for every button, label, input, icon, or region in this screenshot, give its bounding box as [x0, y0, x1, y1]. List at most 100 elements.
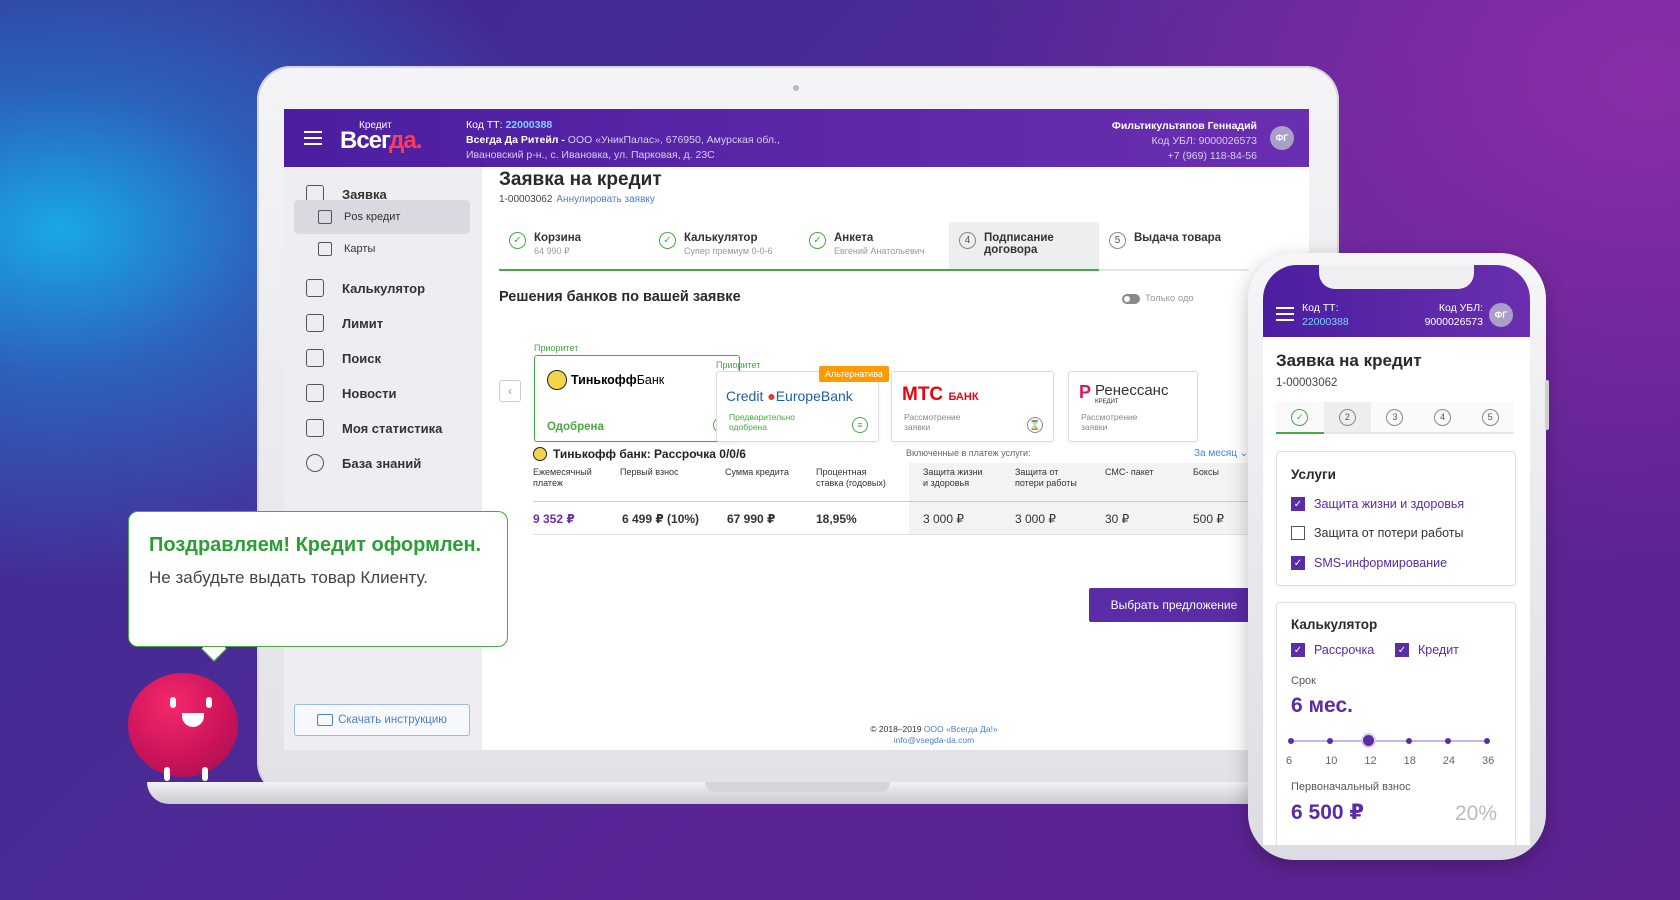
news-icon [306, 384, 324, 402]
store-address: ООО «УникПалас», 676950, Амурская обл., [567, 134, 780, 146]
slider-handle[interactable] [1361, 733, 1377, 748]
bank-logo: МТС БАНК [902, 384, 979, 405]
sidebar-item-calculator[interactable]: Калькулятор [304, 273, 480, 303]
installment-checkbox[interactable]: ✓ Рассрочка [1291, 643, 1374, 657]
check-icon: ✓ [809, 232, 826, 249]
bank-card-renaissance[interactable]: Р Ренессанс КРЕДИТ Рассмотрение заявки [1068, 371, 1198, 442]
phone-step-4[interactable]: 4 [1418, 402, 1467, 434]
sms-value: 30 ₽ [1105, 512, 1130, 526]
renaissance-logo-icon: Р [1079, 382, 1092, 402]
boxes-value: 500 ₽ [1193, 512, 1224, 526]
sidebar-item-news[interactable]: Новости [304, 378, 480, 408]
cancel-application-link[interactable]: Аннулировать заявку [556, 194, 655, 205]
calculator-icon [306, 279, 324, 297]
job-insurance-checkbox[interactable]: Защита от потери работы [1291, 526, 1464, 540]
decisions-title: Решения банков по вашей заявке [499, 289, 741, 305]
phone-step-3[interactable]: 3 [1371, 402, 1419, 434]
avatar[interactable]: ФГ [1270, 126, 1294, 150]
footer-email-link[interactable]: info@vsegda-da.com [893, 735, 975, 745]
phone-step-5[interactable]: 5 [1466, 402, 1514, 434]
services-title: Услуги [1291, 467, 1336, 482]
laptop-base [147, 782, 1387, 804]
avatar[interactable]: ФГ [1489, 303, 1513, 327]
store-name: Всегда Да Ритейл - [466, 134, 565, 146]
table-header: СМС- пакет [1105, 467, 1154, 477]
step-signing[interactable]: 4 Подписание договора [949, 222, 1099, 271]
sidebar-item-pos-credit[interactable]: Pos кредит [294, 200, 470, 234]
checkbox-checked-icon: ✓ [1395, 643, 1409, 657]
step-form[interactable]: ✓ Анкета Евгений Анатольевич [799, 222, 949, 271]
life-insurance-checkbox[interactable]: ✓ Защита жизни и здоровья [1291, 497, 1464, 511]
laptop-notch [705, 782, 890, 792]
phone-step-2[interactable]: 2 [1323, 402, 1372, 434]
bank-card-mts[interactable]: МТС БАНК Рассмотрение заявки ⌛ [891, 371, 1054, 442]
checkbox-checked-icon: ✓ [1291, 497, 1305, 511]
slider-tick-label: 36 [1482, 755, 1495, 767]
slider-dot[interactable] [1444, 738, 1451, 744]
application-number: 1-00003062 [1276, 377, 1338, 389]
down-payment-percent: 20% [1455, 802, 1498, 825]
code-label: Код ТТ: [466, 119, 503, 131]
phone-notch [1319, 265, 1474, 289]
bank-logo: Р Ренессанс КРЕДИТ [1079, 382, 1169, 405]
success-headline: Поздравляем! Кредит оформлен. [149, 534, 482, 556]
logo[interactable]: Всегда. [340, 127, 422, 154]
page-title: Заявка на кредит [499, 169, 662, 190]
footer-company-link[interactable]: ООО «Всегда Да!» [923, 724, 998, 734]
chart-icon [306, 419, 324, 437]
slider-dot[interactable] [1327, 738, 1334, 744]
slider-dot[interactable] [1405, 738, 1412, 744]
page-title: Заявка на кредит [1276, 351, 1422, 370]
download-instruction-button[interactable]: Скачать инструкцию [294, 704, 470, 736]
monthly-payment: 9 352 ₽ [533, 512, 575, 526]
phone-code: Код ТТ: 22000388 [1302, 302, 1349, 328]
user-name: Фильтикультяпов Геннадий [1111, 120, 1257, 132]
phone-screen: Код ТТ: 22000388 Код УБЛ: 9000026573 ФГ За… [1263, 265, 1530, 845]
period-select[interactable]: За месяц ⌄ [1194, 448, 1249, 459]
check-icon: ✓ [1291, 408, 1309, 426]
toggle-icon [1122, 293, 1140, 304]
services-panel: Услуги ✓ Защита жизни и здоровья Защита о… [1276, 451, 1516, 586]
pdf-icon [317, 714, 334, 726]
credit-checkbox[interactable]: ✓ Кредит [1395, 643, 1459, 657]
menu-icon[interactable] [304, 131, 322, 145]
success-text: Не забудьте выдать товар Клиенту. [149, 568, 429, 587]
sidebar-item-limit[interactable]: Лимит [304, 308, 480, 338]
step-cart[interactable]: ✓ Корзина 64 990 ₽ [499, 222, 649, 271]
chevron-left-icon[interactable]: ‹ [499, 380, 521, 402]
job-insurance-value: 3 000 ₽ [1015, 512, 1056, 526]
menu-icon[interactable] [1276, 307, 1294, 321]
sidebar-item-search[interactable]: Поиск [304, 343, 480, 373]
interest-rate: 18,95% [816, 512, 857, 526]
sidebar-item-knowledge[interactable]: База знаний [304, 448, 480, 478]
slider-dot[interactable] [1288, 738, 1294, 744]
step-delivery[interactable]: 5 Выдача товара [1099, 222, 1249, 271]
table-header: Сумма кредита [725, 467, 789, 477]
tinkoff-logo-icon [547, 370, 567, 390]
laptop-camera [793, 85, 799, 91]
user-phone: +7 (969) 118-84-56 [1167, 150, 1257, 162]
code-value: 22000388 [505, 119, 553, 131]
mascot-leg [164, 767, 170, 781]
step-calculator[interactable]: ✓ Калькулятор Супер премиум 0-0-6 [649, 222, 799, 271]
question-icon [306, 454, 324, 472]
only-approved-toggle[interactable]: Только одо [1122, 293, 1194, 304]
down-payment-label: Первоначальный взнос [1291, 781, 1411, 793]
select-offer-button[interactable]: Выбрать предложение [1089, 588, 1259, 622]
coins-icon [306, 314, 324, 332]
sms-checkbox[interactable]: ✓ SMS-информирование [1291, 556, 1447, 570]
slider-dot[interactable] [1484, 738, 1490, 744]
table-header: Защита от потери работы [1015, 467, 1077, 488]
slider-tick-label: 10 [1325, 755, 1338, 767]
phone-step-1[interactable]: ✓ [1276, 402, 1324, 434]
mascot-leg [202, 767, 208, 781]
sidebar-item-cards[interactable]: Карты [294, 232, 470, 266]
slider-track[interactable] [1291, 740, 1487, 742]
bank-logo: Тинькофф Банк [547, 370, 664, 390]
sidebar-item-statistics[interactable]: Моя статистика [304, 413, 480, 443]
checkbox-checked-icon: ✓ [1291, 643, 1305, 657]
bank-status: Рассмотрение [904, 412, 961, 422]
logo-caption: Кредит [359, 120, 392, 131]
bank-card-credit-europe[interactable]: Credit ●EuropeBank Предварительно одобрен… [716, 371, 879, 442]
